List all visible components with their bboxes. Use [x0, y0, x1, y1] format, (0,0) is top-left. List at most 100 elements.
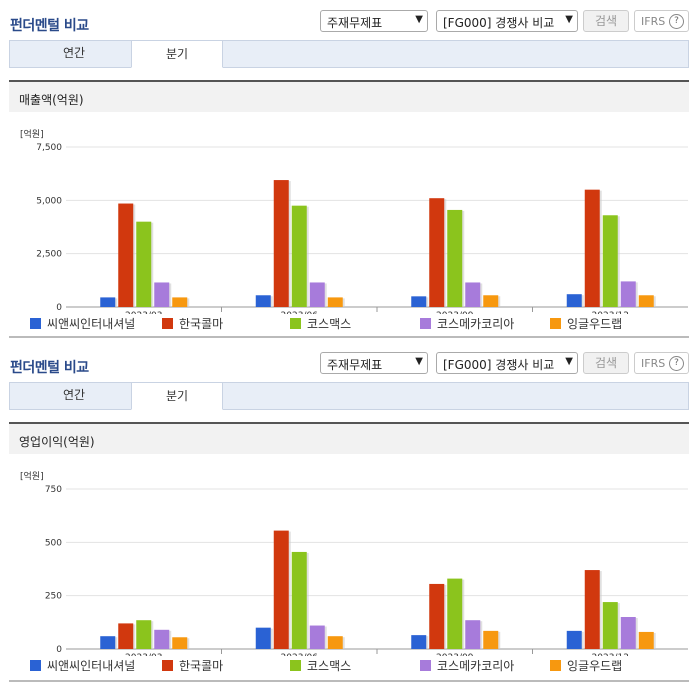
- bar: [136, 221, 152, 307]
- bar: [255, 295, 271, 307]
- bar: [566, 630, 582, 649]
- search-button[interactable]: 검색: [583, 352, 629, 374]
- operating-profit-bar-chart: [억원] 0 250 500 750 2023/03 2023/06 2023/09 2023/…: [20, 470, 688, 656]
- y-tick-label: 0: [56, 645, 62, 655]
- legend-item[interactable]: 씨앤씨인터내셔널: [30, 315, 135, 332]
- bar: [429, 198, 445, 307]
- statement-type-select[interactable]: 주재무제표 ▼: [320, 352, 428, 374]
- legend-swatch: [290, 660, 301, 671]
- legend-swatch: [290, 318, 301, 329]
- legend-item[interactable]: 씨앤씨인터내셔널: [30, 657, 135, 674]
- bar: [309, 282, 325, 307]
- bar: [100, 297, 116, 307]
- legend-item[interactable]: 잉글우드랩: [550, 657, 622, 674]
- panel-header: 펀더멘털 비교 주재무제표 ▼ [FG000] 경쟁사 비교 ▼ 검색 IFRS?: [0, 352, 696, 382]
- bar: [584, 189, 600, 307]
- bar: [291, 551, 307, 649]
- search-button[interactable]: 검색: [583, 10, 629, 32]
- bar: [327, 297, 343, 307]
- bar: [273, 180, 289, 307]
- section-header: 영업이익(억원): [9, 422, 689, 454]
- legend-label: 잉글우드랩: [567, 659, 623, 673]
- period-tabs: 연간 분기: [9, 40, 689, 68]
- ifrs-help-button[interactable]: IFRS?: [634, 10, 689, 32]
- bar: [172, 297, 188, 307]
- legend-label: 코스메카코리아: [437, 317, 515, 331]
- fundamental-panel-revenue: 펀더멘털 비교 주재무제표 ▼ [FG000] 경쟁사 비교 ▼ 검색 IFRS? …: [0, 10, 696, 340]
- bar: [309, 625, 325, 649]
- bar: [602, 215, 618, 307]
- y-tick-label: 750: [45, 485, 62, 495]
- peer-group-select[interactable]: [FG000] 경쟁사 비교 ▼: [436, 10, 578, 32]
- y-tick-label: 500: [45, 538, 62, 548]
- divider: [9, 680, 689, 682]
- bar: [118, 623, 134, 649]
- chevron-down-icon: ▼: [565, 14, 573, 25]
- revenue-bar-chart: [억원] 0 2,500 5,000 7,500 2023/03 2023/06 2023/0…: [20, 128, 688, 314]
- unit-label: [억원]: [20, 128, 44, 140]
- bar: [411, 296, 427, 307]
- legend-item[interactable]: 코스맥스: [290, 315, 351, 332]
- legend-label: 한국콜마: [179, 659, 224, 673]
- legend-label: 씨앤씨인터내셔널: [47, 317, 136, 331]
- tab-annual[interactable]: 연간: [62, 388, 86, 402]
- ifrs-label: IFRS: [641, 357, 666, 370]
- legend-item[interactable]: 코스맥스: [290, 657, 351, 674]
- legend-swatch: [420, 660, 431, 671]
- statement-type-value: 주재무제표: [327, 16, 383, 30]
- x-tick-label: 2023/06: [281, 653, 319, 656]
- legend-item[interactable]: 한국콜마: [162, 315, 223, 332]
- legend-item[interactable]: 코스메카코리아: [420, 315, 514, 332]
- legend-swatch: [162, 318, 173, 329]
- legend-item[interactable]: 한국콜마: [162, 657, 223, 674]
- bar: [483, 630, 499, 649]
- bar: [483, 295, 499, 307]
- bar: [638, 295, 654, 307]
- bar: [429, 583, 445, 649]
- legend-item[interactable]: 코스메카코리아: [420, 657, 514, 674]
- legend-label: 한국콜마: [179, 317, 224, 331]
- bar: [620, 617, 636, 649]
- fundamental-panel-operating-profit: 펀더멘털 비교 주재무제표 ▼ [FG000] 경쟁사 비교 ▼ 검색 IFRS? …: [0, 352, 696, 684]
- bar: [154, 629, 170, 649]
- panel-title: 펀더멘털 비교: [10, 18, 89, 34]
- bar: [447, 209, 463, 307]
- bar: [118, 203, 134, 307]
- x-tick-label: 2023/06: [281, 311, 319, 314]
- x-tick-label: 2023/09: [436, 311, 474, 314]
- tab-quarterly[interactable]: 분기: [131, 382, 223, 410]
- bar: [447, 578, 463, 649]
- peer-group-select[interactable]: [FG000] 경쟁사 비교 ▼: [436, 352, 578, 374]
- tab-quarterly[interactable]: 분기: [131, 40, 223, 68]
- y-tick-label: 2,500: [36, 250, 62, 260]
- legend-item[interactable]: 잉글우드랩: [550, 315, 622, 332]
- chevron-down-icon: ▼: [415, 14, 423, 25]
- legend-label: 코스메카코리아: [437, 659, 515, 673]
- divider: [9, 336, 689, 338]
- question-icon: ?: [669, 14, 684, 29]
- bar: [255, 627, 271, 649]
- peer-group-value: [FG000] 경쟁사 비교: [443, 358, 555, 372]
- bar: [566, 294, 582, 307]
- section-title: 영업이익(억원): [19, 435, 95, 449]
- bar: [602, 602, 618, 649]
- chart-legend: 씨앤씨인터내셔널 한국콜마 코스맥스 코스메카코리아 잉글우드랩: [30, 657, 690, 673]
- legend-swatch: [30, 318, 41, 329]
- legend-label: 코스맥스: [307, 659, 352, 673]
- ifrs-help-button[interactable]: IFRS?: [634, 352, 689, 374]
- bar: [327, 636, 343, 649]
- section-title: 매출액(억원): [19, 93, 84, 107]
- question-icon: ?: [669, 356, 684, 371]
- legend-swatch: [550, 660, 561, 671]
- chevron-down-icon: ▼: [565, 356, 573, 367]
- y-tick-label: 7,500: [36, 143, 62, 153]
- statement-type-select[interactable]: 주재무제표 ▼: [320, 10, 428, 32]
- legend-swatch: [420, 318, 431, 329]
- bar: [584, 570, 600, 649]
- x-tick-label: 2023/12: [592, 311, 629, 314]
- bar: [154, 282, 170, 307]
- panel-title: 펀더멘털 비교: [10, 360, 89, 376]
- bar: [100, 636, 116, 649]
- y-tick-label: 0: [56, 303, 62, 313]
- tab-annual[interactable]: 연간: [62, 46, 86, 60]
